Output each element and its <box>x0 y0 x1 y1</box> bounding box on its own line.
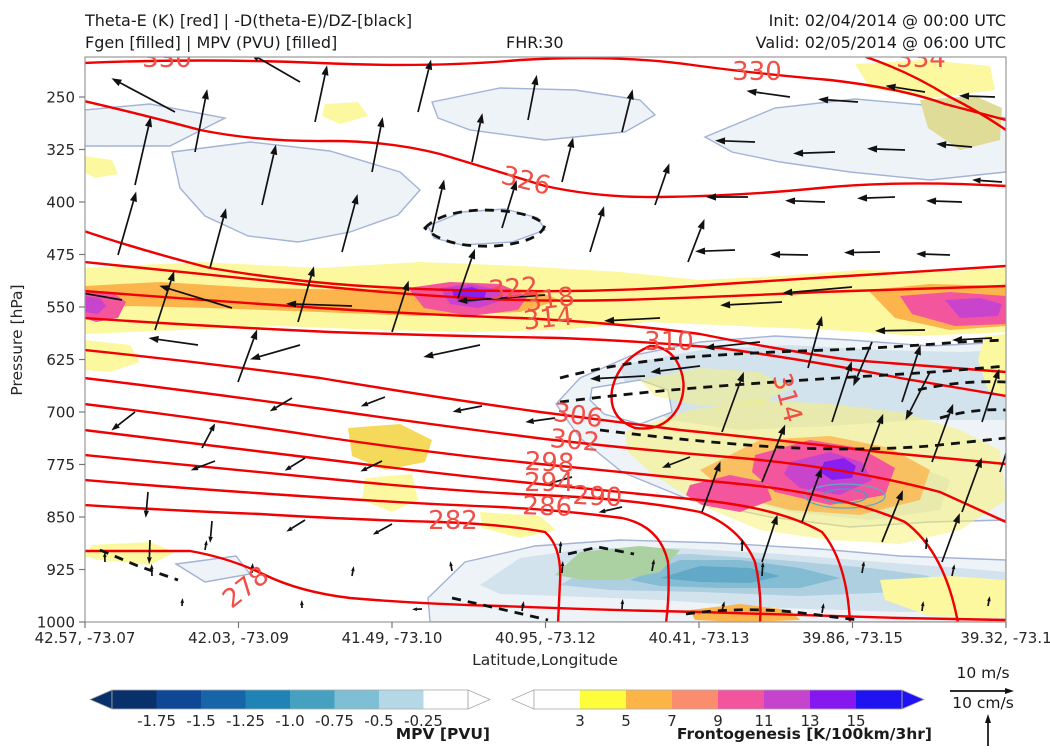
init-time: Init: 02/04/2014 @ 00:00 UTC <box>769 11 1006 30</box>
mpv-colorbar-tick-label: -0.75 <box>315 712 354 730</box>
wind-vector-shaft <box>762 567 763 576</box>
theta-e-contour-label: 290 <box>572 481 623 514</box>
mpv-colorbar-segment <box>290 690 335 709</box>
wind-vector-shaft <box>867 197 895 198</box>
x-tick-label: 39.32, -73.1 <box>960 629 1050 647</box>
theta-e-contour-label: 282 <box>428 506 478 536</box>
fgen-colorbar-tick-label: 3 <box>575 712 585 730</box>
wind-vector-shaft <box>652 564 653 571</box>
fgen-colorbar-segment <box>672 690 719 709</box>
y-tick-label: 625 <box>46 351 75 369</box>
y-tick-label: 850 <box>46 509 75 527</box>
mpv-colorbar-segment <box>157 690 202 709</box>
mpv-colorbar-tick-label: -1.75 <box>137 712 176 730</box>
mpv-colorbar-right-arrow <box>468 690 490 709</box>
omega-reference-arrow <box>985 714 991 746</box>
x-tick-label: 39.86, -73.15 <box>802 629 903 647</box>
theta-e-contour-label: 310 <box>644 327 694 357</box>
mpv-colorbar-tick-label: -1.5 <box>186 712 215 730</box>
wind-vector-shaft <box>822 608 823 613</box>
mpv-colorbar-segment <box>246 690 291 709</box>
mpv-colorbar-segment <box>201 690 246 709</box>
mpv-colorbar-segment <box>424 690 469 709</box>
x-tick-label: 41.49, -73.10 <box>342 629 443 647</box>
wind-vector-shaft <box>969 96 995 97</box>
mpv-colorbar-tick-label: -1.0 <box>275 712 304 730</box>
wind-vector-shaft <box>877 149 905 150</box>
vector-legend: 10 m/s 10 cm/s <box>950 664 1014 746</box>
fgen-colorbar-left-arrow <box>512 690 534 709</box>
omega-reference-arrow-head <box>985 714 991 723</box>
x-tick-label: 40.41, -73.13 <box>649 629 750 647</box>
fgen-colorbar-caption: Frontogenesis [K/100km/3hr] <box>677 725 932 743</box>
wind-vector-shaft <box>149 540 150 557</box>
wind-vector-shaft <box>885 330 925 331</box>
valid-time: Valid: 02/05/2014 @ 06:00 UTC <box>756 33 1006 52</box>
x-tick-label: 40.95, -73.12 <box>495 629 596 647</box>
fgen-colorbar-segment <box>856 690 903 709</box>
x-axis-title: Latitude,Longitude <box>472 651 618 669</box>
mpv-colorbar-segment <box>379 690 424 709</box>
fgen-colorbar-segment <box>580 690 627 709</box>
y-axis-title: Pressure [hPa] <box>8 284 26 395</box>
y-tick-label: 925 <box>46 561 75 579</box>
mpv-colorbar-tick-label: -1.25 <box>226 712 265 730</box>
wind-vector-head <box>1008 428 1015 439</box>
wind-vector-shaft <box>451 566 452 571</box>
wind-vector-head <box>65 288 75 295</box>
wind-vector-shaft <box>352 571 353 576</box>
mpv-colorbar-tick-label: -0.5 <box>364 712 393 730</box>
y-tick-label: 325 <box>46 141 75 159</box>
wind-vector-shaft <box>922 606 923 611</box>
wind-vector-shaft <box>522 606 523 611</box>
mpv-colorbar-left-arrow <box>90 690 112 709</box>
fgen-colorbar-segment <box>626 690 673 709</box>
mpv-colorbar-caption: MPV [PVU] <box>396 725 490 743</box>
wind-vector-shaft <box>795 201 825 202</box>
wind-vector-shaft <box>936 201 962 202</box>
wind-vector-shaft <box>205 545 206 550</box>
y-tick-label: 550 <box>46 299 75 317</box>
wind-vector-shaft <box>926 254 950 255</box>
wind-vector-shaft <box>705 250 735 251</box>
x-tick-label: 42.03, -73.09 <box>188 629 289 647</box>
y-tick-label: 775 <box>46 456 75 474</box>
theta-e-contour-label: 286 <box>522 491 573 523</box>
mpv-colorbar-segment <box>335 690 380 709</box>
omega-reference-label: 10 cm/s <box>952 694 1014 712</box>
wind-vector-shaft <box>725 141 755 142</box>
wind-reference-label: 10 m/s <box>956 664 1009 682</box>
wind-vector-shaft <box>988 601 989 606</box>
title-line1: Theta-E (K) [red] | -D(theta-E)/DZ-[blac… <box>84 11 412 30</box>
fgen-colorbar-segment <box>534 690 581 709</box>
y-tick-label: 400 <box>46 194 75 212</box>
title-line2: Fgen [filled] | MPV (PVU) [filled] <box>85 33 337 52</box>
fgen-colorbar-tick-label: 5 <box>621 712 631 730</box>
theta-e-contour-label: 330 <box>732 57 782 87</box>
y-tick-label: 475 <box>46 246 75 264</box>
theta-e-contour-label: 314 <box>522 302 575 337</box>
x-tick-label: 42.57, -73.07 <box>35 629 136 647</box>
y-tick-label: 250 <box>46 89 75 107</box>
wind-vector-shaft <box>803 152 835 153</box>
wind-vector-shaft <box>722 606 723 611</box>
wind-vector-shaft <box>862 566 863 573</box>
fgen-colorbar-tick-label: 7 <box>667 712 677 730</box>
fgen-colorbar-segment <box>764 690 811 709</box>
fgen-colorbar-right-arrow <box>902 690 924 709</box>
fgen-colorbar-segment <box>718 690 765 709</box>
mpv-colorbar-segment <box>112 690 157 709</box>
fgen-colorbar-segment <box>810 690 857 709</box>
y-tick-label: 700 <box>46 404 75 422</box>
forecast-hour: FHR:30 <box>506 33 564 52</box>
